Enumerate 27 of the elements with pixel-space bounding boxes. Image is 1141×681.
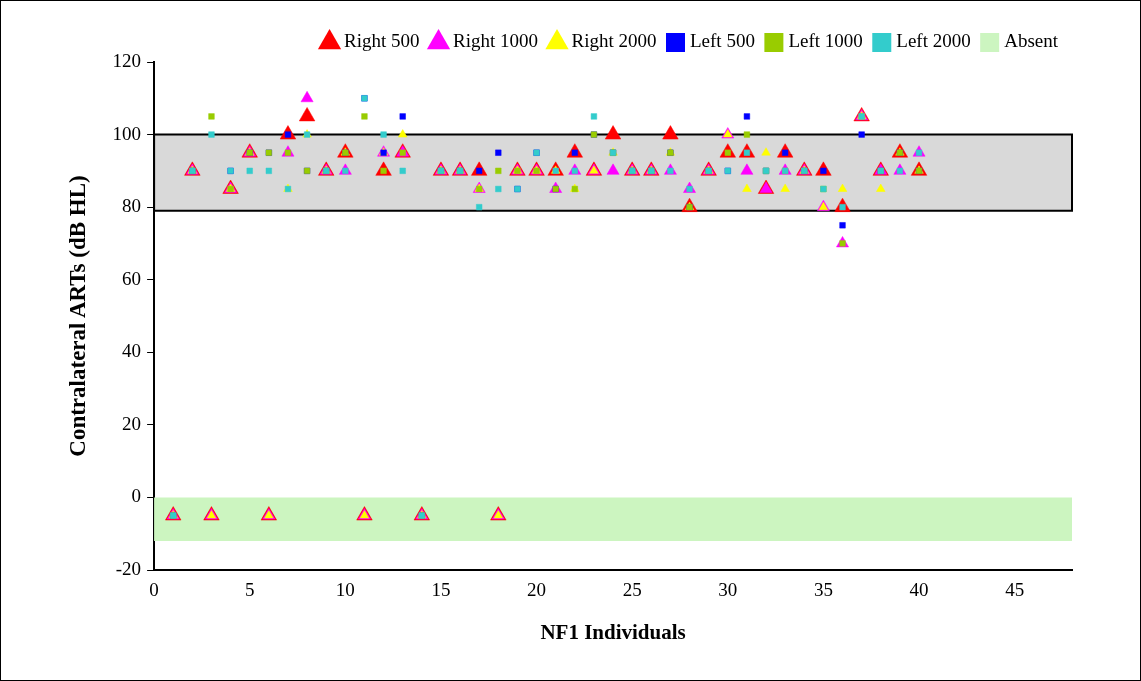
x-tick-label: 0 [149, 579, 159, 601]
y-tick-label: 60 [122, 267, 142, 289]
y-tick-label: 20 [122, 412, 142, 434]
x-tick-label: 15 [431, 579, 451, 601]
x-tick-label: 30 [718, 579, 738, 601]
y-tick-label: 0 [131, 485, 142, 507]
x-tick-label: 40 [909, 579, 929, 601]
legend-label: Left 2000 [896, 30, 971, 52]
x-tick-label: 35 [813, 579, 833, 601]
y-tick-label: 120 [112, 49, 142, 71]
x-tick-label: 10 [335, 579, 355, 601]
y-axis-title: Contralateral ARTs (dB HL) [64, 175, 90, 457]
legend-label: Right 2000 [571, 30, 657, 52]
y-tick-label: 100 [112, 122, 142, 144]
y-tick-label: 80 [122, 195, 142, 217]
legend-label: Left 1000 [788, 30, 863, 52]
legend-label: Absent [1004, 30, 1059, 52]
x-axis-title: NF1 Individuals [540, 619, 686, 644]
x-tick-label: 45 [1005, 579, 1025, 601]
x-tick-label: 20 [527, 579, 547, 601]
legend-label: Left 500 [689, 30, 755, 52]
y-tick-label: -20 [115, 557, 142, 579]
y-tick-label: 40 [122, 340, 142, 362]
x-tick-label: 25 [622, 579, 642, 601]
legend-label: Right 1000 [453, 30, 539, 52]
legend-label: Right 500 [344, 30, 420, 52]
x-tick-label: 5 [244, 579, 255, 601]
